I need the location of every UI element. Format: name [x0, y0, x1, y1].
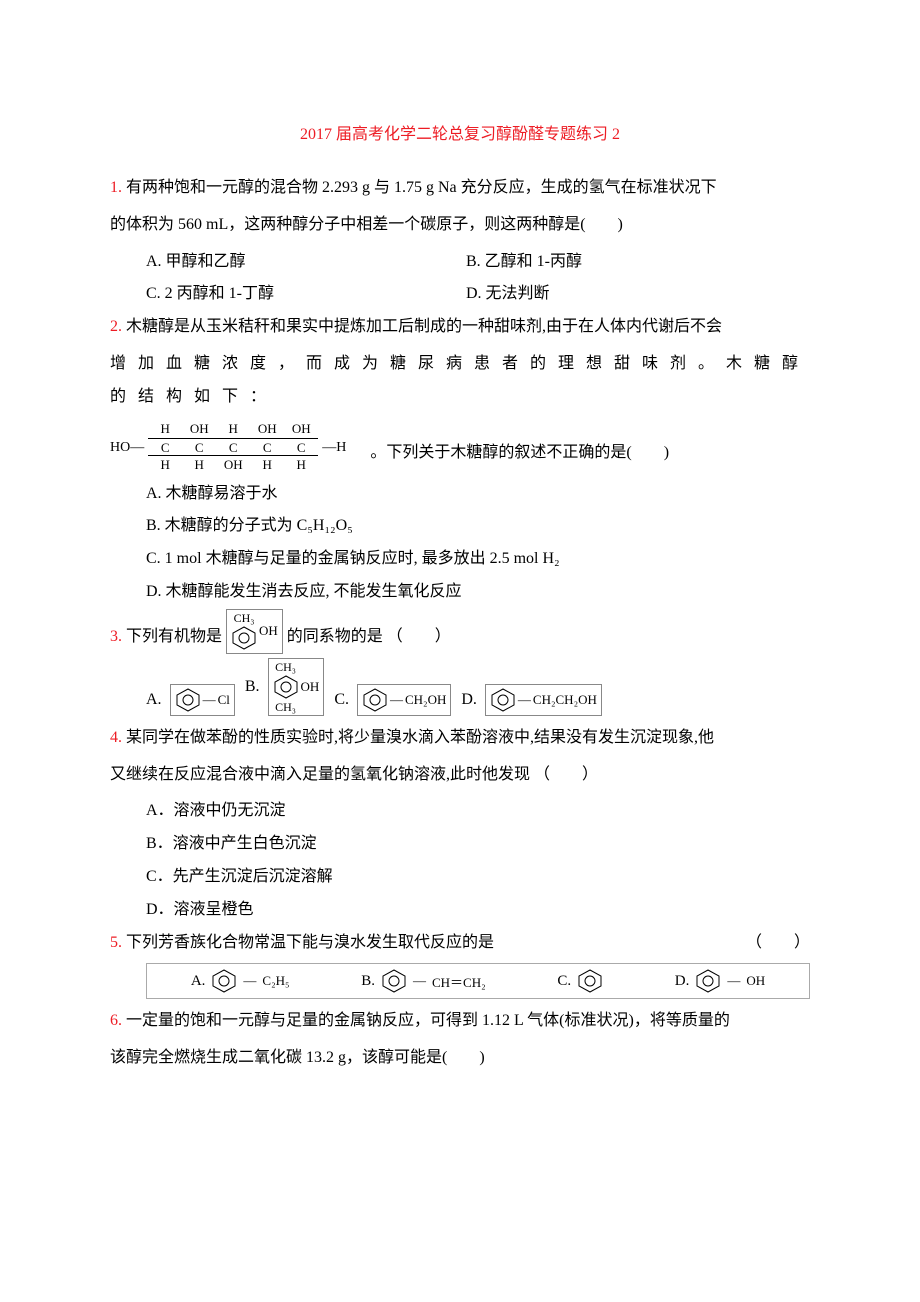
- q4-optA: A．溶液中仍无沉淀: [146, 795, 810, 828]
- q6-text-b: 该醇完全燃烧生成二氧化碳 13.2 g，该醇可能是( ): [110, 1042, 810, 1075]
- q2-bot-3: H: [250, 456, 284, 474]
- q5-optD: D. —OH: [675, 968, 765, 994]
- q5-text: 下列芳香族化合物常温下能与溴水发生取代反应的是: [126, 934, 494, 951]
- q2-right: —H: [322, 440, 346, 474]
- q2-mid-2: C: [216, 438, 250, 456]
- q3-d-sub: CH₂CH₂OH: [533, 692, 597, 708]
- benzene-icon: [231, 625, 257, 651]
- q5-a-sub: C₂H₅: [262, 973, 289, 989]
- q6-text-a: 一定量的饱和一元醇与足量的金属钠反应，可得到 1.12 L 气体(标准状况)，将…: [126, 1012, 730, 1029]
- q1-options: A. 甲醇和乙醇 B. 乙醇和 1-丙醇 C. 2 丙醇和 1-丁醇 D. 无法…: [146, 246, 810, 312]
- benzene-icon: [273, 674, 299, 700]
- q2-structure: HO— H OH H OH OH C C C C C H H OH H H —H…: [110, 420, 810, 474]
- q3-tail: 的同系物的是 （ ）: [287, 621, 451, 654]
- q2-tail: 。下列关于木糖醇的叙述不正确的是( ): [370, 437, 669, 470]
- q2-optD: D. 木糖醇能发生消去反应, 不能发生氧化反应: [146, 576, 810, 609]
- q4-text-a: 某同学在做苯酚的性质实验时,将少量溴水滴入苯酚溶液中,结果没有发生沉淀现象,他: [126, 729, 714, 746]
- q2-optA: A. 木糖醇易溶于水: [146, 478, 810, 511]
- question-2: 2. 木糖醇是从玉米秸秆和果实中提炼加工后制成的一种甜味剂,由于在人体内代谢后不…: [110, 311, 810, 344]
- q5-b-label: B.: [361, 973, 375, 990]
- q2-options: A. 木糖醇易溶于水 B. 木糖醇的分子式为 C₅H₁₂O₅ C. 1 mol …: [146, 478, 810, 609]
- q2-top-3: OH: [250, 420, 284, 438]
- q2-left: HO—: [110, 440, 144, 474]
- q3-d-label: D.: [461, 691, 477, 709]
- q1-optB: B. 乙醇和 1-丙醇: [466, 246, 786, 279]
- q3-a-sub: Cl: [218, 692, 230, 708]
- q5-b-sub: CH＝CH₂: [432, 972, 486, 991]
- q2-mid-1: C: [182, 438, 216, 456]
- q2-text-b: 增加血糖浓度，而成为糖尿病患者的理想甜味剂。木糖醇的结构如下：: [110, 348, 810, 414]
- q2-optC: C. 1 mol 木糖醇与足量的金属钠反应时, 最多放出 2.5 mol H₂: [146, 543, 810, 576]
- q4-options: A．溶液中仍无沉淀 B．溶液中产生白色沉淀 C．先产生沉淀后沉淀溶解 D．溶液呈…: [146, 795, 810, 926]
- q2-bot-4: H: [284, 456, 318, 474]
- q3-main-struct: CH₃ OH: [226, 609, 283, 654]
- q3-optC: C. —CH₂OH: [334, 684, 451, 716]
- q6-num: 6.: [110, 1012, 122, 1029]
- benzene-icon: [175, 687, 201, 713]
- benzene-icon: [381, 968, 407, 994]
- q2-mid-0: C: [148, 438, 182, 456]
- q5-c-label: C.: [557, 973, 571, 990]
- q5-optB: B. —CH＝CH₂: [361, 968, 485, 994]
- q1-optA: A. 甲醇和乙醇: [146, 246, 466, 279]
- q3-text: 下列有机物是: [126, 621, 222, 654]
- q2-bot-2: OH: [216, 456, 250, 474]
- q5-tail: （ ）: [746, 927, 810, 960]
- q2-optB: B. 木糖醇的分子式为 C₅H₁₂O₅: [146, 510, 810, 543]
- q2-bot-0: H: [148, 456, 182, 474]
- question-1: 1. 有两种饱和一元醇的混合物 2.293 g 与 1.75 g Na 充分反应…: [110, 172, 810, 205]
- q4-num: 4.: [110, 729, 122, 746]
- q1-text-b: 的体积为 560 mL，这两种醇分子中相差一个碳原子，则这两种醇是( ): [110, 209, 810, 242]
- q3-c-label: C.: [334, 691, 349, 709]
- q2-text-a: 木糖醇是从玉米秸秆和果实中提炼加工后制成的一种甜味剂,由于在人体内代谢后不会: [126, 318, 722, 335]
- q3-optB: B. CH₃ CH₃ OH: [245, 658, 324, 716]
- q2-num: 2.: [110, 318, 122, 335]
- doc-title: 2017 届高考化学二轮总复习醇酚醛专题练习 2: [110, 120, 810, 144]
- q3-optD: D. —CH₂CH₂OH: [461, 684, 602, 716]
- q5-a-label: A.: [191, 973, 206, 990]
- q4-optB: B．溶液中产生白色沉淀: [146, 828, 810, 861]
- benzene-icon: [490, 687, 516, 713]
- q2-chain: H OH H OH OH C C C C C H H OH H H: [148, 420, 318, 474]
- question-6: 6. 一定量的饱和一元醇与足量的金属钠反应，可得到 1.12 L 气体(标准状况…: [110, 1005, 810, 1038]
- q5-optA: A. —C₂H₅: [191, 968, 290, 994]
- q3-b-label: B.: [245, 678, 260, 696]
- q4-text-b: 又继续在反应混合液中滴入足量的氢氧化钠溶液,此时他发现 （ ）: [110, 759, 810, 792]
- q2-top-2: H: [216, 420, 250, 438]
- q5-options: A. —C₂H₅ B. —CH＝CH₂ C. D. —OH: [146, 963, 810, 999]
- q2-mid-4: C: [284, 438, 318, 456]
- q2-top-1: OH: [182, 420, 216, 438]
- q2-bot-1: H: [182, 456, 216, 474]
- benzene-icon: [695, 968, 721, 994]
- question-4: 4. 某同学在做苯酚的性质实验时,将少量溴水滴入苯酚溶液中,结果没有发生沉淀现象…: [110, 722, 810, 755]
- q4-optD: D．溶液呈橙色: [146, 894, 810, 927]
- q3-num: 3.: [110, 621, 122, 654]
- q1-text-a: 有两种饱和一元醇的混合物 2.293 g 与 1.75 g Na 充分反应，生成…: [126, 179, 717, 196]
- q4-optC: C．先产生沉淀后沉淀溶解: [146, 861, 810, 894]
- q3-c-sub: CH₂OH: [405, 692, 446, 708]
- q2-top-0: H: [148, 420, 182, 438]
- q5-d-label: D.: [675, 973, 690, 990]
- question-5: 5. 下列芳香族化合物常温下能与溴水发生取代反应的是 （ ）: [110, 927, 810, 960]
- q2-mid-3: C: [250, 438, 284, 456]
- q2-top-4: OH: [284, 420, 318, 438]
- q5-d-sub: OH: [746, 973, 765, 989]
- q1-optD: D. 无法判断: [466, 278, 786, 311]
- q3-a-label: A.: [146, 691, 162, 709]
- question-3: 3. 下列有机物是 CH₃ OH 的同系物的是 （ ）: [110, 609, 810, 654]
- page: 2017 届高考化学二轮总复习醇酚醛专题练习 2 1. 有两种饱和一元醇的混合物…: [0, 0, 920, 1139]
- q3-options: A. —Cl B. CH₃ CH₃ OH C. —CH₂OH: [146, 658, 810, 716]
- benzene-icon: [362, 687, 388, 713]
- q5-num: 5.: [110, 934, 122, 951]
- benzene-icon: [577, 968, 603, 994]
- q3-optA: A. —Cl: [146, 684, 235, 716]
- q1-num: 1.: [110, 179, 122, 196]
- q5-optC: C.: [557, 968, 603, 994]
- benzene-icon: [211, 968, 237, 994]
- q1-optC: C. 2 丙醇和 1-丁醇: [146, 278, 466, 311]
